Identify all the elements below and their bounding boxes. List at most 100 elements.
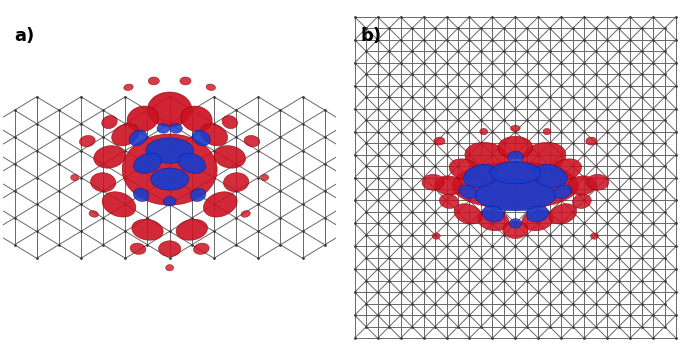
Ellipse shape [90, 173, 116, 192]
Point [545, 163, 556, 169]
Ellipse shape [130, 243, 146, 255]
Point [590, 186, 601, 192]
Point [407, 324, 418, 329]
Point [429, 186, 440, 192]
Ellipse shape [522, 210, 553, 231]
Point [487, 60, 498, 66]
Point [361, 94, 372, 100]
Point [464, 106, 475, 111]
Point [408, 161, 419, 167]
Point [186, 215, 197, 221]
Point [441, 312, 452, 318]
Point [407, 278, 418, 284]
Point [499, 186, 510, 192]
Point [364, 215, 375, 221]
Point [142, 161, 153, 167]
Point [364, 134, 375, 140]
Point [647, 312, 658, 318]
Point [510, 37, 521, 43]
Ellipse shape [490, 162, 540, 184]
Point [441, 60, 452, 66]
Point [453, 117, 464, 123]
Ellipse shape [193, 243, 209, 255]
Ellipse shape [527, 206, 549, 222]
Point [487, 244, 498, 249]
Point [418, 198, 429, 203]
Point [521, 209, 532, 215]
Point [407, 163, 418, 169]
Point [510, 152, 521, 157]
Point [208, 148, 219, 153]
Point [32, 175, 42, 180]
Point [671, 175, 682, 180]
Point [386, 202, 397, 207]
Point [384, 117, 395, 123]
Point [9, 161, 20, 167]
Point [384, 301, 395, 307]
Point [120, 175, 131, 180]
Ellipse shape [206, 84, 216, 91]
Ellipse shape [203, 192, 237, 217]
Point [429, 48, 440, 54]
Point [579, 220, 590, 226]
Point [441, 289, 452, 295]
Point [521, 48, 532, 54]
Ellipse shape [434, 137, 445, 145]
Point [636, 94, 647, 100]
Point [372, 220, 383, 226]
Point [297, 148, 308, 153]
Point [98, 134, 109, 140]
Point [395, 152, 406, 157]
Point [53, 188, 64, 194]
Point [441, 335, 452, 341]
Text: b): b) [360, 27, 382, 45]
Ellipse shape [474, 179, 556, 211]
Ellipse shape [241, 211, 250, 217]
Point [647, 83, 658, 88]
Point [625, 289, 636, 295]
Point [601, 244, 612, 249]
Point [533, 175, 544, 180]
Point [349, 198, 360, 203]
Point [441, 129, 452, 135]
Point [53, 242, 64, 248]
Point [407, 209, 418, 215]
Point [253, 255, 264, 261]
Point [613, 163, 624, 169]
Point [120, 202, 131, 207]
Point [319, 188, 330, 194]
Point [275, 107, 286, 113]
Point [579, 175, 590, 180]
Point [407, 255, 418, 261]
Point [429, 209, 440, 215]
Ellipse shape [132, 219, 163, 240]
Point [142, 188, 153, 194]
Point [341, 121, 352, 126]
Point [208, 121, 219, 126]
Point [671, 244, 682, 249]
Point [636, 163, 647, 169]
Point [372, 289, 383, 295]
Point [429, 255, 440, 261]
Point [384, 140, 395, 146]
Point [567, 140, 578, 146]
Point [556, 220, 566, 226]
Point [556, 289, 566, 295]
Point [407, 94, 418, 100]
Point [464, 175, 475, 180]
Point [418, 37, 429, 43]
Point [407, 232, 418, 238]
Point [601, 37, 612, 43]
Ellipse shape [146, 138, 193, 163]
Point [671, 14, 682, 20]
Point [671, 267, 682, 272]
Point [499, 140, 510, 146]
Point [430, 175, 441, 180]
Point [372, 267, 383, 272]
Point [533, 289, 544, 295]
Point [464, 83, 475, 88]
Point [372, 244, 383, 249]
Point [545, 324, 556, 329]
Point [625, 83, 636, 88]
Point [510, 289, 521, 295]
